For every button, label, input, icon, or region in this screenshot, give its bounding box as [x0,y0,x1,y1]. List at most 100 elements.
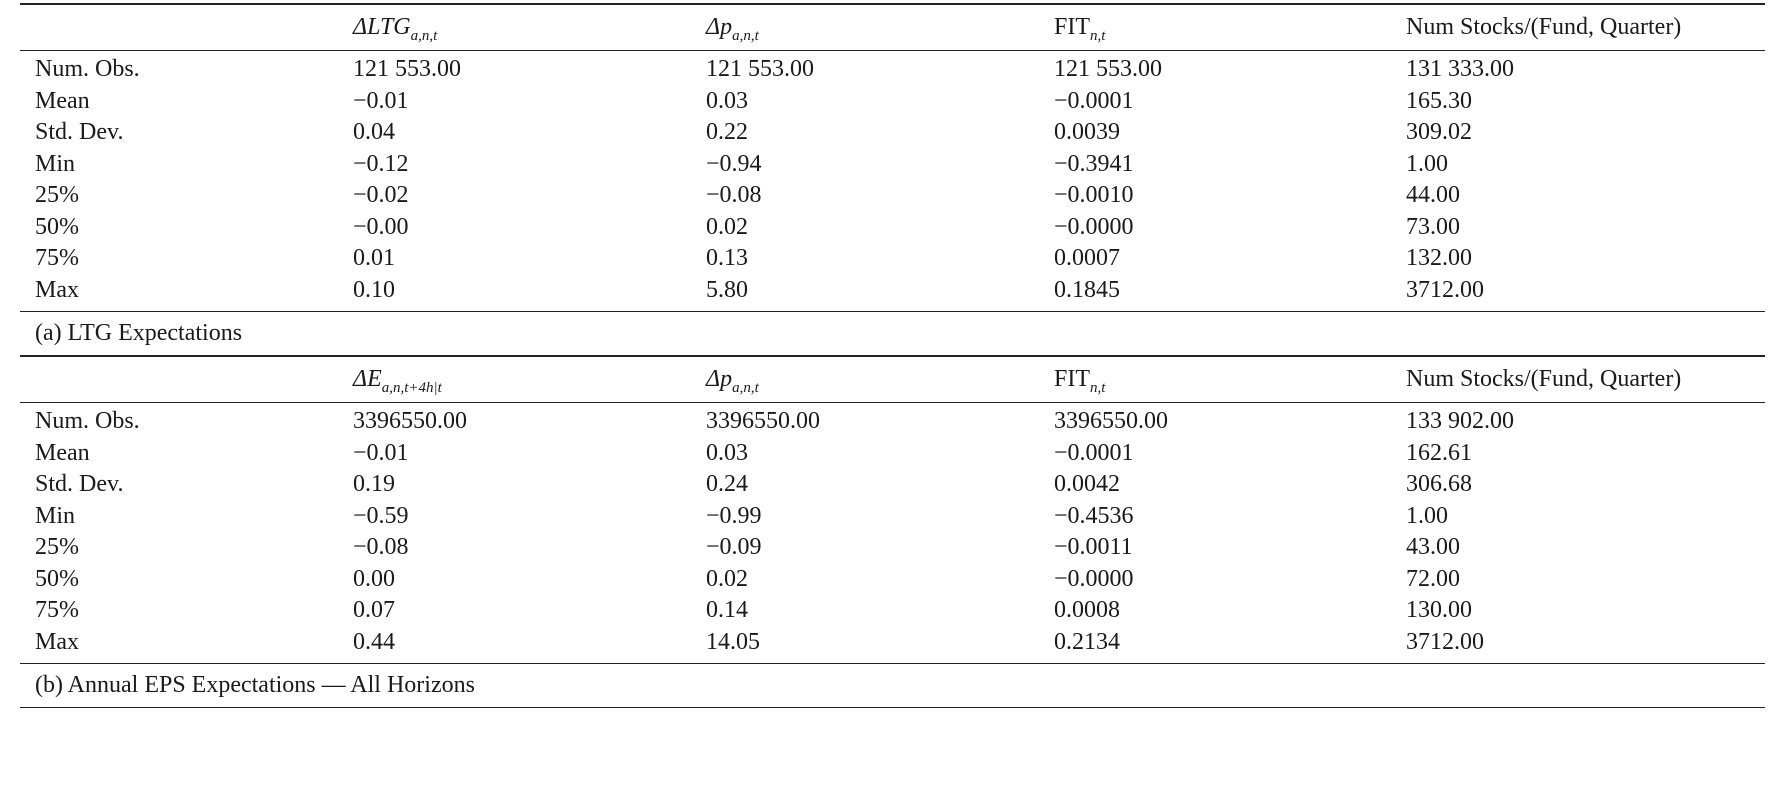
row-label: Min [35,502,76,529]
cell: −0.08 [353,534,409,560]
header-rule [20,50,1765,51]
row-label: Num. Obs. [35,408,140,434]
cell: 3396550.00 [706,408,820,434]
table-row: Num. Obs. 3396550.00 3396550.00 3396550.… [20,405,1765,437]
row-label: 50% [35,565,79,592]
cell: 0.02 [706,213,748,240]
cell: 0.0007 [1054,245,1120,271]
top-rule [20,355,1765,357]
cell: −0.0000 [1054,565,1134,592]
cell: 306.68 [1406,471,1472,497]
cell: 0.13 [706,245,748,271]
row-label: Max [35,628,79,655]
row-label: Std. Dev. [35,471,124,497]
cell: 0.10 [353,276,395,303]
row-label: Std. Dev. [35,119,124,145]
cell: 0.02 [706,565,748,592]
cell: −0.01 [353,439,409,466]
cell: −0.08 [706,182,762,208]
table-row: 50% −0.00 0.02 −0.0000 73.00 [20,211,1765,243]
cell: 3396550.00 [353,408,467,434]
cell: 121 553.00 [353,56,461,82]
col-header-de: ΔEa,n,t+4h|t [353,366,442,396]
cell: 0.19 [353,471,395,497]
cell: 131 333.00 [1406,56,1514,82]
cell: 0.44 [353,628,395,655]
final-rule [20,707,1765,708]
row-label: Min [35,150,76,177]
cell: 162.61 [1406,439,1472,466]
cell: 0.07 [353,597,395,623]
row-label: 75% [35,597,79,623]
row-label: Mean [35,87,90,114]
table-row: Max 0.10 5.80 0.1845 3712.00 [20,274,1765,306]
cell: 0.00 [353,565,395,592]
cell: −0.00 [353,213,409,240]
row-label: 25% [35,182,79,208]
cell: 1.00 [1406,150,1448,177]
cell: 0.04 [353,119,395,145]
cell: −0.4536 [1054,502,1134,529]
table-row: Min −0.12 −0.94 −0.3941 1.00 [20,148,1765,180]
cell: 0.01 [353,245,395,271]
table-row: Min −0.59 −0.99 −0.4536 1.00 [20,500,1765,532]
table-row: Mean −0.01 0.03 −0.0001 162.61 [20,437,1765,469]
bottom-rule [20,663,1765,664]
cell: 0.0042 [1054,471,1120,497]
cell: 3396550.00 [1054,408,1168,434]
header-row: ΔEa,n,t+4h|t Δpa,n,t FITn,t Num Stocks/(… [20,363,1765,396]
row-label: Max [35,276,79,303]
cell: 0.0008 [1054,597,1120,623]
cell: −0.0000 [1054,213,1134,240]
col-header-dp: Δpa,n,t [706,14,759,44]
row-label: Num. Obs. [35,56,140,82]
table-row: 75% 0.07 0.14 0.0008 130.00 [20,594,1765,626]
cell: −0.02 [353,182,409,208]
cell: 132.00 [1406,245,1472,271]
row-label: 75% [35,245,79,271]
row-label: Mean [35,439,90,466]
cell: 165.30 [1406,87,1472,114]
cell: 44.00 [1406,182,1460,208]
cell: 5.80 [706,276,748,303]
cell: −0.01 [353,87,409,114]
cell: 0.03 [706,87,748,114]
cell: 3712.00 [1406,276,1484,303]
top-rule [20,3,1765,5]
cell: −0.3941 [1054,150,1134,177]
table-row: Mean −0.01 0.03 −0.0001 165.30 [20,85,1765,117]
row-label: 50% [35,213,79,240]
cell: −0.59 [353,502,409,529]
cell: 0.22 [706,119,748,145]
cell: 72.00 [1406,565,1460,592]
col-header-num-stocks: Num Stocks/(Fund, Quarter) [1406,14,1682,40]
col-header-num-stocks: Num Stocks/(Fund, Quarter) [1406,366,1682,392]
panel-b: ΔEa,n,t+4h|t Δpa,n,t FITn,t Num Stocks/(… [20,353,1765,801]
cell: 0.03 [706,439,748,466]
cell: −0.0010 [1054,182,1134,208]
cell: 0.0039 [1054,119,1120,145]
cell: −0.99 [706,502,762,529]
table-row: 25% −0.02 −0.08 −0.0010 44.00 [20,179,1765,211]
table-row: Num. Obs. 121 553.00 121 553.00 121 553.… [20,53,1765,85]
col-header-dp: Δpa,n,t [706,366,759,396]
cell: 133 902.00 [1406,408,1514,434]
panel-a: ΔLTGa,n,t Δpa,n,t FITn,t Num Stocks/(Fun… [20,0,1765,355]
cell: 130.00 [1406,597,1472,623]
cell: 0.24 [706,471,748,497]
cell: −0.0001 [1054,439,1134,466]
cell: 0.1845 [1054,276,1120,303]
panel-caption: (b) Annual EPS Expectations — All Horizo… [35,672,475,698]
header-row: ΔLTGa,n,t Δpa,n,t FITn,t Num Stocks/(Fun… [20,11,1765,44]
cell: 309.02 [1406,119,1472,145]
cell: 121 553.00 [706,56,814,82]
table-row: Std. Dev. 0.19 0.24 0.0042 306.68 [20,468,1765,500]
table-row: 75% 0.01 0.13 0.0007 132.00 [20,242,1765,274]
cell: 14.05 [706,628,760,655]
header-rule [20,402,1765,403]
cell: 0.14 [706,597,748,623]
cell: 121 553.00 [1054,56,1162,82]
bottom-rule [20,311,1765,312]
cell: 0.2134 [1054,628,1120,655]
